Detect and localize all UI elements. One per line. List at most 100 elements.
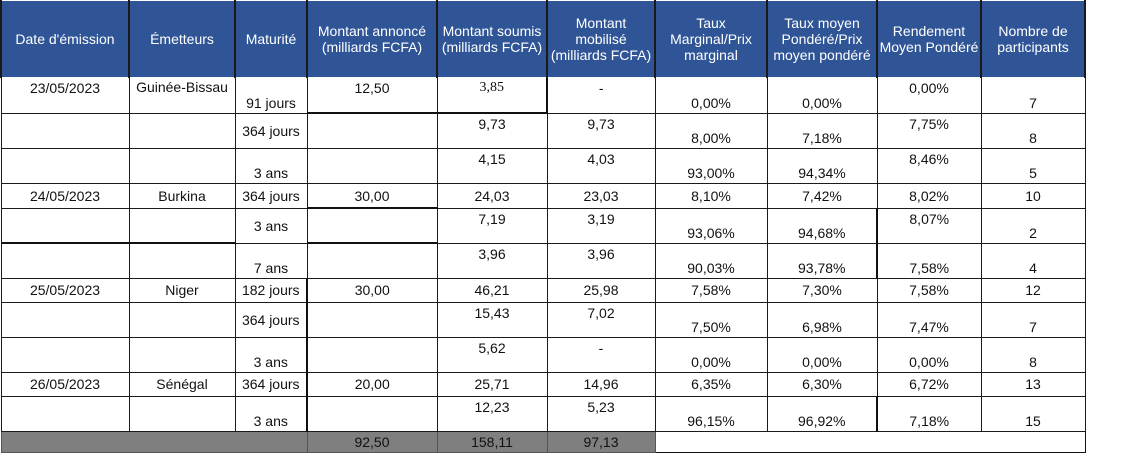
cell-montant-mobilise: 3,19	[546, 207, 656, 244]
cell-maturite: 3 ans	[234, 395, 308, 432]
cell-maturite: 364 jours	[234, 371, 308, 397]
cell-rendement: 8,46%	[876, 148, 982, 184]
cell-date	[0, 242, 130, 279]
totals-blank-cell	[654, 430, 1086, 453]
cell-date	[0, 112, 130, 149]
cell-montant-annonce	[306, 207, 438, 244]
cell-participants: 10	[980, 183, 1086, 209]
cell-montant-annonce	[306, 148, 438, 184]
cell-emetteur	[128, 207, 236, 244]
cell-montant-soumis: 9,73	[436, 112, 548, 149]
total-montant-soumis: 158,11	[436, 430, 548, 453]
table-row: 3 ans 4,15 4,03 93,00% 94,34% 8,46% 5	[0, 148, 1086, 184]
cell-montant-soumis: 24,03	[436, 183, 548, 209]
cell-montant-soumis: 5,62	[436, 336, 548, 373]
cell-emetteur	[128, 301, 236, 338]
cell-rendement: 8,02%	[876, 183, 982, 209]
cell-montant-annonce	[306, 395, 438, 432]
cell-taux-marginal: 6,35%	[654, 371, 768, 397]
table-row: 24/05/2023 Burkina 364 jours 30,00 24,03…	[0, 183, 1086, 209]
cell-taux-moyen: 7,42%	[766, 183, 878, 209]
cell-taux-moyen: 6,98%	[766, 301, 878, 338]
cell-maturite: 3 ans	[234, 148, 308, 184]
cell-participants: 8	[980, 336, 1086, 373]
cell-date: 24/05/2023	[0, 183, 130, 209]
cell-emetteur	[128, 395, 236, 432]
cell-rendement: 7,18%	[876, 395, 982, 432]
header-montant-mobilise: Montant mobilisé (milliards FCFA)	[546, 0, 656, 78]
cell-date	[0, 148, 130, 184]
table-row: 3 ans 7,19 3,19 93,06% 94,68% 8,07% 2	[0, 207, 1086, 244]
cell-montant-soumis: 4,15	[436, 148, 548, 184]
cell-participants: 7	[980, 301, 1086, 338]
cell-date	[0, 395, 130, 432]
total-montant-annonce: 92,50	[306, 430, 438, 453]
cell-montant-soumis: 3,85	[436, 77, 548, 114]
totals-label-cell	[0, 430, 308, 453]
cell-participants: 13	[980, 371, 1086, 397]
cell-montant-annonce: 20,00	[306, 371, 438, 397]
cell-taux-moyen: 6,30%	[766, 371, 878, 397]
table-row: 26/05/2023 Sénégal 364 jours 20,00 25,71…	[0, 371, 1086, 397]
cell-rendement: 7,58%	[876, 277, 982, 303]
cell-rendement: 0,00%	[876, 77, 982, 114]
cell-montant-mobilise: -	[546, 77, 656, 114]
header-date: Date d'émission	[0, 0, 130, 78]
cell-montant-soumis: 15,43	[436, 301, 548, 338]
cell-montant-soumis: 25,71	[436, 371, 548, 397]
table-row: 3 ans 5,62 - 0,00% 0,00% 0,00% 8	[0, 336, 1086, 373]
header-emetteurs: Émetteurs	[128, 0, 236, 78]
cell-taux-moyen: 94,34%	[766, 148, 878, 184]
totals-row: 92,50 158,11 97,13	[0, 430, 1086, 453]
cell-emetteur	[128, 242, 236, 279]
cell-participants: 15	[980, 395, 1086, 432]
table-row: 7 ans 3,96 3,96 90,03% 93,78% 7,58% 4	[0, 242, 1086, 279]
cell-participants: 8	[980, 112, 1086, 149]
cell-rendement: 7,75%	[876, 112, 982, 149]
header-taux-moyen: Taux moyen Pondéré/Prix moyen pondéré	[766, 0, 878, 78]
cell-emetteur: Niger	[128, 277, 236, 303]
cell-taux-moyen: 0,00%	[766, 336, 878, 373]
table-row: 364 jours 9,73 9,73 8,00% 7,18% 7,75% 8	[0, 112, 1086, 149]
cell-emetteur	[128, 148, 236, 184]
cell-taux-marginal: 0,00%	[654, 77, 768, 114]
header-maturite: Maturité	[234, 0, 308, 78]
total-montant-mobilise: 97,13	[546, 430, 656, 453]
table-row: 25/05/2023 Niger 182 jours 30,00 46,21 2…	[0, 277, 1086, 303]
cell-participants: 4	[980, 242, 1086, 279]
cell-maturite: 182 jours	[234, 277, 308, 303]
cell-taux-marginal: 7,58%	[654, 277, 768, 303]
cell-date: 25/05/2023	[0, 277, 130, 303]
cell-taux-moyen: 96,92%	[766, 395, 878, 432]
cell-montant-mobilise: 4,03	[546, 148, 656, 184]
cell-participants: 5	[980, 148, 1086, 184]
cell-taux-moyen: 93,78%	[766, 242, 878, 279]
cell-rendement: 7,58%	[876, 242, 982, 279]
cell-emetteur: Burkina	[128, 183, 236, 209]
cell-taux-marginal: 93,00%	[654, 148, 768, 184]
cell-montant-annonce: 30,00	[306, 183, 438, 209]
cell-maturite: 364 jours	[234, 183, 308, 209]
cell-montant-annonce	[306, 242, 438, 279]
cell-participants: 2	[980, 207, 1086, 244]
cell-rendement: 8,07%	[876, 207, 982, 244]
cell-montant-annonce	[306, 301, 438, 338]
cell-rendement: 0,00%	[876, 336, 982, 373]
cell-taux-marginal: 93,06%	[654, 207, 768, 244]
table-row: 364 jours 15,43 7,02 7,50% 6,98% 7,47% 7	[0, 301, 1086, 338]
header-montant-soumis: Montant soumis (milliards FCFA)	[436, 0, 548, 78]
header-participants: Nombre de participants	[980, 0, 1086, 78]
cell-participants: 7	[980, 77, 1086, 114]
cell-maturite: 3 ans	[234, 336, 308, 373]
header-montant-annonce: Montant annoncé (milliards FCFA)	[306, 0, 438, 78]
header-rendement: Rendement Moyen Pondéré	[876, 0, 982, 78]
header-taux-marginal: Taux Marginal/Prix marginal	[654, 0, 768, 78]
cell-montant-soumis: 7,19	[436, 207, 548, 244]
cell-date	[0, 207, 130, 244]
cell-montant-soumis: 46,21	[436, 277, 548, 303]
cell-date: 23/05/2023	[0, 77, 130, 114]
cell-maturite: 364 jours	[234, 112, 308, 149]
cell-emetteur: Sénégal	[128, 371, 236, 397]
cell-montant-mobilise: -	[546, 336, 656, 373]
cell-taux-marginal: 90,03%	[654, 242, 768, 279]
